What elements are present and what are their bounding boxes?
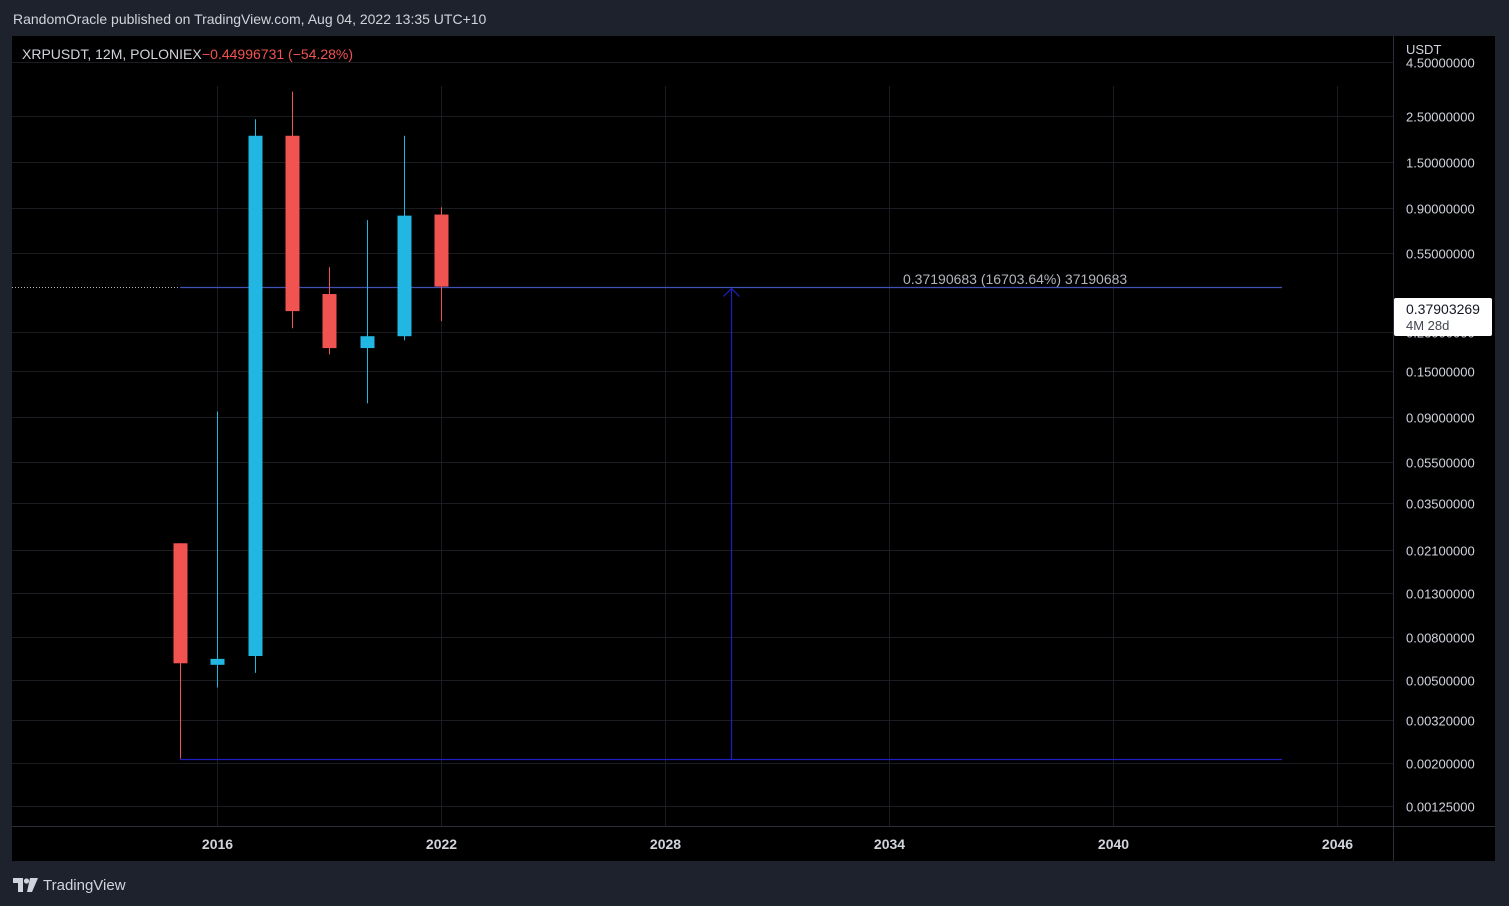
publisher-caption: RandomOracle published on TradingView.co… bbox=[13, 11, 487, 27]
y-tick-label: 0.00125000 bbox=[1406, 800, 1475, 815]
candle-body bbox=[173, 543, 188, 664]
x-tick-label: 2022 bbox=[426, 836, 457, 852]
measure-tool[interactable] bbox=[179, 286, 1282, 761]
measure-arrowhead bbox=[723, 287, 740, 297]
candles bbox=[173, 91, 449, 759]
x-tick-label: 2028 bbox=[650, 836, 681, 852]
y-tick-label: 4.50000000 bbox=[1406, 56, 1475, 71]
tradingview-logo-icon bbox=[13, 878, 38, 892]
y-tick-label: 0.55000000 bbox=[1406, 247, 1475, 262]
x-tick-label: 2016 bbox=[202, 836, 233, 852]
x-tick-label: 2040 bbox=[1098, 836, 1129, 852]
bottom-bar bbox=[0, 862, 1509, 906]
axes: 4.50000000 2.50000000 1.50000000 0.90000000… bbox=[12, 36, 1495, 861]
candle-body bbox=[397, 215, 412, 337]
last-price-countdown: 4M 28d bbox=[1406, 318, 1449, 333]
y-tick-label: 0.03500000 bbox=[1406, 497, 1475, 512]
chart-frame[interactable]: 4.50000000 2.50000000 1.50000000 0.90000000… bbox=[12, 36, 1495, 861]
y-tick-label: 0.00320000 bbox=[1406, 714, 1475, 729]
candle-body bbox=[434, 214, 449, 287]
y-tick-label: 0.15000000 bbox=[1406, 365, 1475, 380]
legend-symbol[interactable]: XRPUSDT, 12M, POLONIEX bbox=[22, 46, 202, 62]
candle-body bbox=[322, 294, 337, 349]
candle-body bbox=[285, 135, 300, 312]
y-tick-label: 0.01300000 bbox=[1406, 587, 1475, 602]
grid bbox=[12, 62, 1393, 826]
x-tick-label: 2046 bbox=[1322, 836, 1353, 852]
candlestick-chart[interactable]: 4.50000000 2.50000000 1.50000000 0.90000000… bbox=[12, 36, 1495, 861]
measure-label: 0.37190683 (16703.64%) 37190683 bbox=[903, 271, 1127, 287]
legend-change: −0.44996731 (−54.28%) bbox=[202, 46, 353, 62]
y-tick-label: 0.90000000 bbox=[1406, 202, 1475, 217]
candle-body bbox=[248, 135, 263, 657]
x-tick-label: 2034 bbox=[874, 836, 905, 852]
price-axis-unit[interactable]: USDT bbox=[1406, 42, 1441, 57]
tradingview-wordmark: TradingView bbox=[43, 876, 126, 894]
y-tick-label: 0.09000000 bbox=[1406, 411, 1475, 426]
y-tick-label: 0.05500000 bbox=[1406, 456, 1475, 471]
last-price-value: 0.37903269 bbox=[1406, 301, 1480, 317]
y-tick-label: 0.00500000 bbox=[1406, 674, 1475, 689]
y-tick-label: 2.50000000 bbox=[1406, 110, 1475, 125]
y-tick-label: 0.00800000 bbox=[1406, 631, 1475, 646]
y-tick-label: 0.02100000 bbox=[1406, 544, 1475, 559]
candle-body bbox=[360, 336, 375, 349]
tradingview-logo[interactable]: TradingView bbox=[13, 875, 126, 895]
top-bar: RandomOracle published on TradingView.co… bbox=[0, 0, 1509, 36]
last-price-tag-box bbox=[1394, 298, 1492, 336]
candle-body bbox=[210, 658, 225, 665]
y-tick-label: 0.00200000 bbox=[1406, 757, 1475, 772]
last-price-tag: 0.37903269 4M 28d bbox=[1394, 298, 1492, 336]
y-tick-label: 1.50000000 bbox=[1406, 156, 1475, 171]
